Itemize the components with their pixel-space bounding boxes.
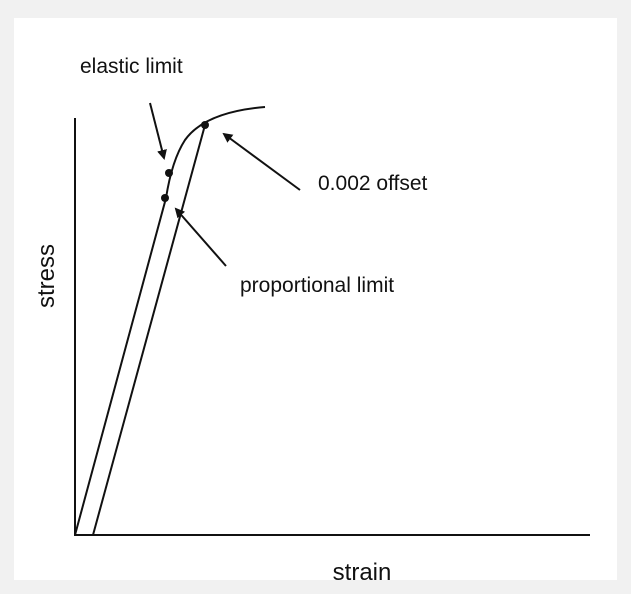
offset-point (201, 121, 209, 129)
y-axis-label: stress (33, 244, 60, 308)
proportional-limit-arrow (174, 207, 227, 267)
elastic-limit-arrow (149, 102, 167, 160)
proportional-limit-point (161, 194, 169, 202)
x-axis-label: strain (333, 559, 392, 586)
proportional-limit-label: proportional limit (240, 274, 394, 297)
elastic-limit-point (165, 169, 173, 177)
offset-arrow (222, 132, 301, 191)
elastic-limit-label: elastic limit (80, 55, 183, 78)
offset-line (92, 124, 206, 536)
panel (14, 18, 617, 580)
stress-curve (74, 106, 266, 536)
offset-label: 0.002 offset (318, 172, 428, 195)
